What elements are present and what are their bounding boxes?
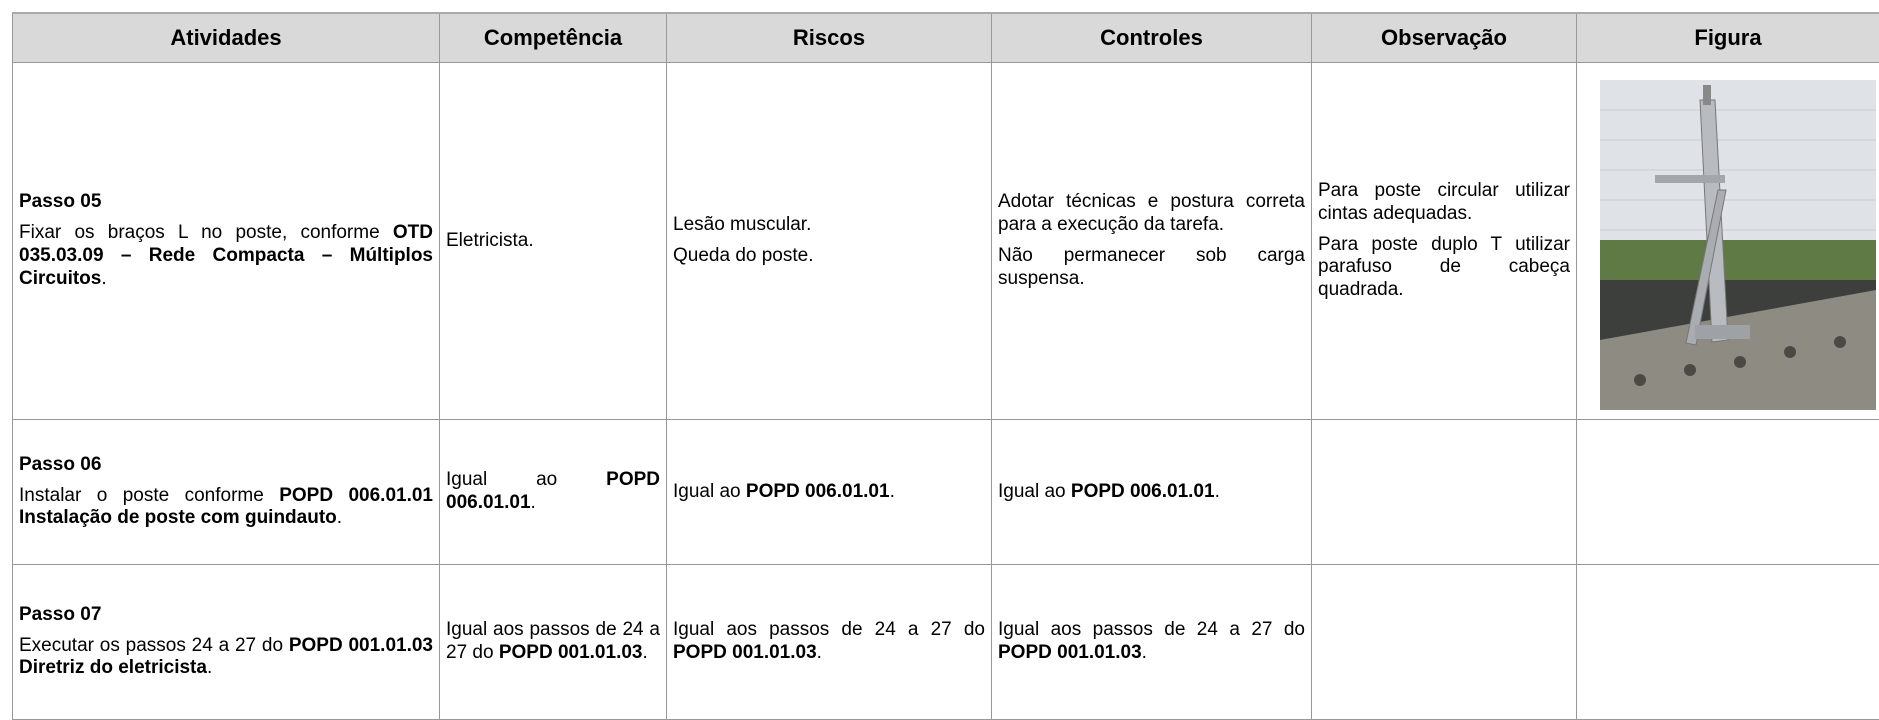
text-run: Igual aos passos de 24 a 27 do <box>673 619 985 640</box>
text-run: POPD 001.01.03 <box>673 642 817 663</box>
paragraph: Executar os passos 24 a 27 do POPD 001.0… <box>19 635 433 681</box>
table-cell: Igual ao POPD 006.01.01. <box>992 420 1312 565</box>
text-run: Fixar os braços L no poste, conforme <box>19 222 393 243</box>
table-cell: Igual ao POPD 006.01.01. <box>667 420 992 565</box>
text-run: Igual ao <box>998 481 1071 502</box>
text-run: Eletricista. <box>446 230 534 251</box>
table-row: Passo 06 Instalar o poste conforme POPD 0… <box>13 420 1879 565</box>
text-run: Passo 05 <box>19 191 101 212</box>
text-run: POPD 001.01.03 <box>499 642 643 663</box>
table-cell <box>1312 565 1577 720</box>
text-run: . <box>531 492 536 513</box>
paragraph: Igual ao POPD 006.01.01. <box>998 481 1305 504</box>
table-cell <box>1577 420 1879 565</box>
text-run: POPD 006.01.01 <box>746 481 890 502</box>
header-cell: Observação <box>1312 13 1577 63</box>
text-run: Executar os passos 24 a 27 do <box>19 635 289 656</box>
text-run: . <box>1215 481 1220 502</box>
text-run: . <box>337 507 342 528</box>
table-cell: Igual aos passos de 24 a 27 do POPD 001.… <box>440 565 667 720</box>
paragraph: Passo 06 <box>19 454 433 477</box>
paragraph: Adotar técnicas e postura correta para a… <box>998 191 1305 237</box>
header-cell: Figura <box>1577 13 1879 63</box>
paragraph: Igual aos passos de 24 a 27 do POPD 001.… <box>998 619 1305 665</box>
text-run: Adotar técnicas e postura correta para a… <box>998 191 1305 235</box>
table-cell: Passo 07 Executar os passos 24 a 27 do PO… <box>13 565 440 720</box>
text-run: POPD 001.01.03 <box>998 642 1142 663</box>
table-cell: Passo 06 Instalar o poste conforme POPD 0… <box>13 420 440 565</box>
text-run: Instalar o poste conforme <box>19 485 279 506</box>
text-run: Não permanecer sob carga suspensa. <box>998 245 1305 289</box>
paragraph: Para poste duplo T utilizar parafuso de … <box>1318 234 1570 302</box>
table-cell: Passo 05 Fixar os braços L no poste, conf… <box>13 63 440 420</box>
table-cell: Igual ao POPD 006.01.01. <box>440 420 667 565</box>
header-cell: Atividades <box>13 13 440 63</box>
table-cell: Igual aos passos de 24 a 27 do POPD 001.… <box>992 565 1312 720</box>
table-cell: Para poste circular utilizar cintas adeq… <box>1312 63 1577 420</box>
header-cell: Controles <box>992 13 1312 63</box>
text-run: Passo 07 <box>19 604 101 625</box>
text-run: . <box>207 657 212 678</box>
paragraph: Eletricista. <box>446 230 660 253</box>
text-run: Igual aos passos de 24 a 27 do <box>998 619 1305 640</box>
text-run: Para poste duplo T utilizar parafuso de … <box>1318 234 1570 301</box>
text-run: Lesão muscular. <box>673 214 811 235</box>
text-run: . <box>1142 642 1147 663</box>
text-run: . <box>642 642 647 663</box>
header-cell: Competência <box>440 13 667 63</box>
text-run: Queda do poste. <box>673 245 814 266</box>
paragraph: Para poste circular utilizar cintas adeq… <box>1318 180 1570 226</box>
text-run: . <box>817 642 822 663</box>
text-run: Passo 06 <box>19 454 101 475</box>
table-cell <box>1312 420 1577 565</box>
paragraph: Não permanecer sob carga suspensa. <box>998 245 1305 291</box>
table-cell <box>1577 565 1879 720</box>
paragraph: Fixar os braços L no poste, conforme OTD… <box>19 222 433 290</box>
paragraph: Igual ao POPD 006.01.01. <box>446 469 660 515</box>
figure-photo <box>1600 80 1876 410</box>
table-cell: Eletricista. <box>440 63 667 420</box>
text-run: POPD 006.01.01 <box>1071 481 1215 502</box>
text-run: Para poste circular utilizar cintas adeq… <box>1318 180 1570 224</box>
text-run: Igual ao <box>673 481 746 502</box>
table-cell: Adotar técnicas e postura correta para a… <box>992 63 1312 420</box>
paragraph: Igual aos passos de 24 a 27 do POPD 001.… <box>446 619 660 665</box>
paragraph: Passo 05 <box>19 191 433 214</box>
table-cell: Lesão muscular. Queda do poste. <box>667 63 992 420</box>
paragraph: Instalar o poste conforme POPD 006.01.01… <box>19 485 433 531</box>
text-run: . <box>890 481 895 502</box>
table-row: Passo 07 Executar os passos 24 a 27 do PO… <box>13 565 1879 720</box>
paragraph: Passo 07 <box>19 604 433 627</box>
header-cell: Riscos <box>667 13 992 63</box>
text-run: . <box>101 268 106 289</box>
paragraph: Igual aos passos de 24 a 27 do POPD 001.… <box>673 619 985 665</box>
table-cell: Igual aos passos de 24 a 27 do POPD 001.… <box>667 565 992 720</box>
text-run: Igual ao <box>446 469 606 490</box>
paragraph: Queda do poste. <box>673 245 985 268</box>
paragraph: Igual ao POPD 006.01.01. <box>673 481 985 504</box>
paragraph: Lesão muscular. <box>673 214 985 237</box>
